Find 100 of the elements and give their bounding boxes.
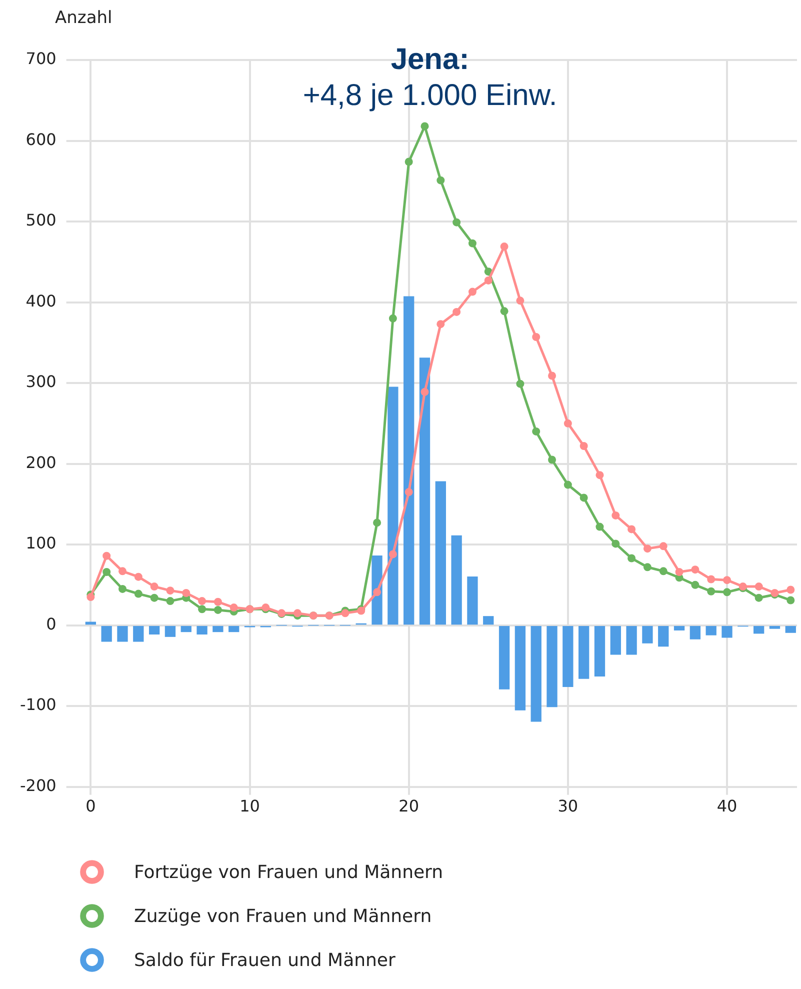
bar: [674, 626, 685, 630]
point: [786, 596, 795, 604]
bar: [467, 576, 478, 625]
bar: [722, 626, 732, 638]
point: [516, 380, 524, 388]
point: [612, 540, 620, 548]
point: [659, 567, 668, 576]
bar: [498, 626, 510, 690]
bar: [228, 626, 240, 632]
point: [134, 572, 142, 581]
y-tick-label: -200: [20, 776, 56, 795]
bar: [530, 626, 542, 722]
point: [643, 563, 652, 572]
point: [150, 582, 158, 591]
point: [150, 594, 158, 602]
bar: [388, 386, 398, 625]
y-tick-label: 100: [26, 534, 56, 553]
x-tick-label: 0: [86, 796, 96, 816]
bar: [769, 626, 780, 629]
bar: [483, 616, 494, 625]
bar: [706, 626, 716, 636]
bar: [546, 626, 558, 708]
point: [500, 242, 508, 251]
bar: [164, 626, 176, 637]
bar: [514, 626, 526, 710]
point: [612, 511, 620, 520]
point: [691, 566, 700, 574]
point: [182, 588, 190, 597]
point: [628, 554, 636, 562]
legend-label: Saldo für Frauen und Männer: [134, 950, 396, 970]
y-tick-label: 0: [46, 614, 56, 634]
point: [484, 276, 492, 284]
y-tick-label: 300: [26, 372, 56, 392]
point: [230, 604, 238, 612]
bar: [196, 626, 208, 634]
x-tick-label: 40: [716, 796, 738, 816]
point: [452, 218, 461, 226]
x-tick-label: 30: [558, 796, 578, 816]
y-tick-label: 500: [26, 210, 56, 230]
point: [388, 314, 397, 322]
bar: [133, 626, 144, 642]
point: [86, 593, 95, 602]
point: [404, 158, 413, 166]
point: [659, 542, 668, 550]
point: [102, 552, 111, 560]
bar: [451, 535, 462, 625]
bar: [148, 626, 160, 634]
point: [118, 567, 126, 576]
y-axis-title: Anzahl: [55, 8, 112, 28]
y-tick-label: 700: [26, 49, 56, 68]
bar: [753, 626, 764, 634]
y-tick-label: 200: [26, 452, 56, 472]
point: [166, 586, 174, 595]
point: [548, 456, 556, 464]
point: [404, 488, 413, 496]
point: [373, 588, 382, 596]
point: [500, 307, 508, 316]
legend-label: Fortzüge von Frauen und Männern: [134, 862, 444, 882]
point: [293, 609, 302, 618]
point: [532, 427, 540, 436]
point: [214, 606, 222, 614]
bar: [101, 626, 112, 642]
point: [532, 332, 540, 341]
point: [564, 480, 572, 489]
point: [707, 587, 716, 596]
point: [166, 597, 174, 606]
point: [675, 568, 684, 576]
point: [723, 576, 732, 584]
point: [580, 442, 588, 450]
bar: [562, 626, 574, 687]
bar: [85, 622, 96, 625]
point: [754, 582, 763, 591]
x-tick-label: 10: [240, 796, 260, 816]
point: [373, 518, 382, 527]
point: [548, 372, 556, 380]
point: [388, 550, 397, 558]
bar: [419, 358, 430, 625]
point: [691, 580, 700, 589]
text: +4,8 je 1.000 Einw.: [302, 78, 558, 114]
point: [420, 122, 429, 130]
point: [596, 471, 604, 480]
point: [707, 575, 716, 584]
point: [754, 594, 763, 602]
point: [102, 568, 111, 576]
bar: [117, 626, 128, 642]
point: [118, 584, 126, 593]
point: [786, 586, 795, 594]
bar: [610, 626, 621, 655]
chart-title: Jena:: [390, 42, 470, 78]
point: [134, 590, 142, 598]
x-tick-label: 20: [398, 796, 420, 816]
bar: [642, 626, 653, 644]
y-tick-label: 400: [26, 291, 56, 310]
point: [580, 494, 588, 502]
bar: [626, 626, 637, 655]
point: [436, 176, 445, 184]
point: [198, 605, 206, 614]
bar: [435, 481, 446, 625]
legend-label: Zuzüge von Frauen und Männern: [134, 906, 432, 926]
point: [214, 598, 222, 606]
